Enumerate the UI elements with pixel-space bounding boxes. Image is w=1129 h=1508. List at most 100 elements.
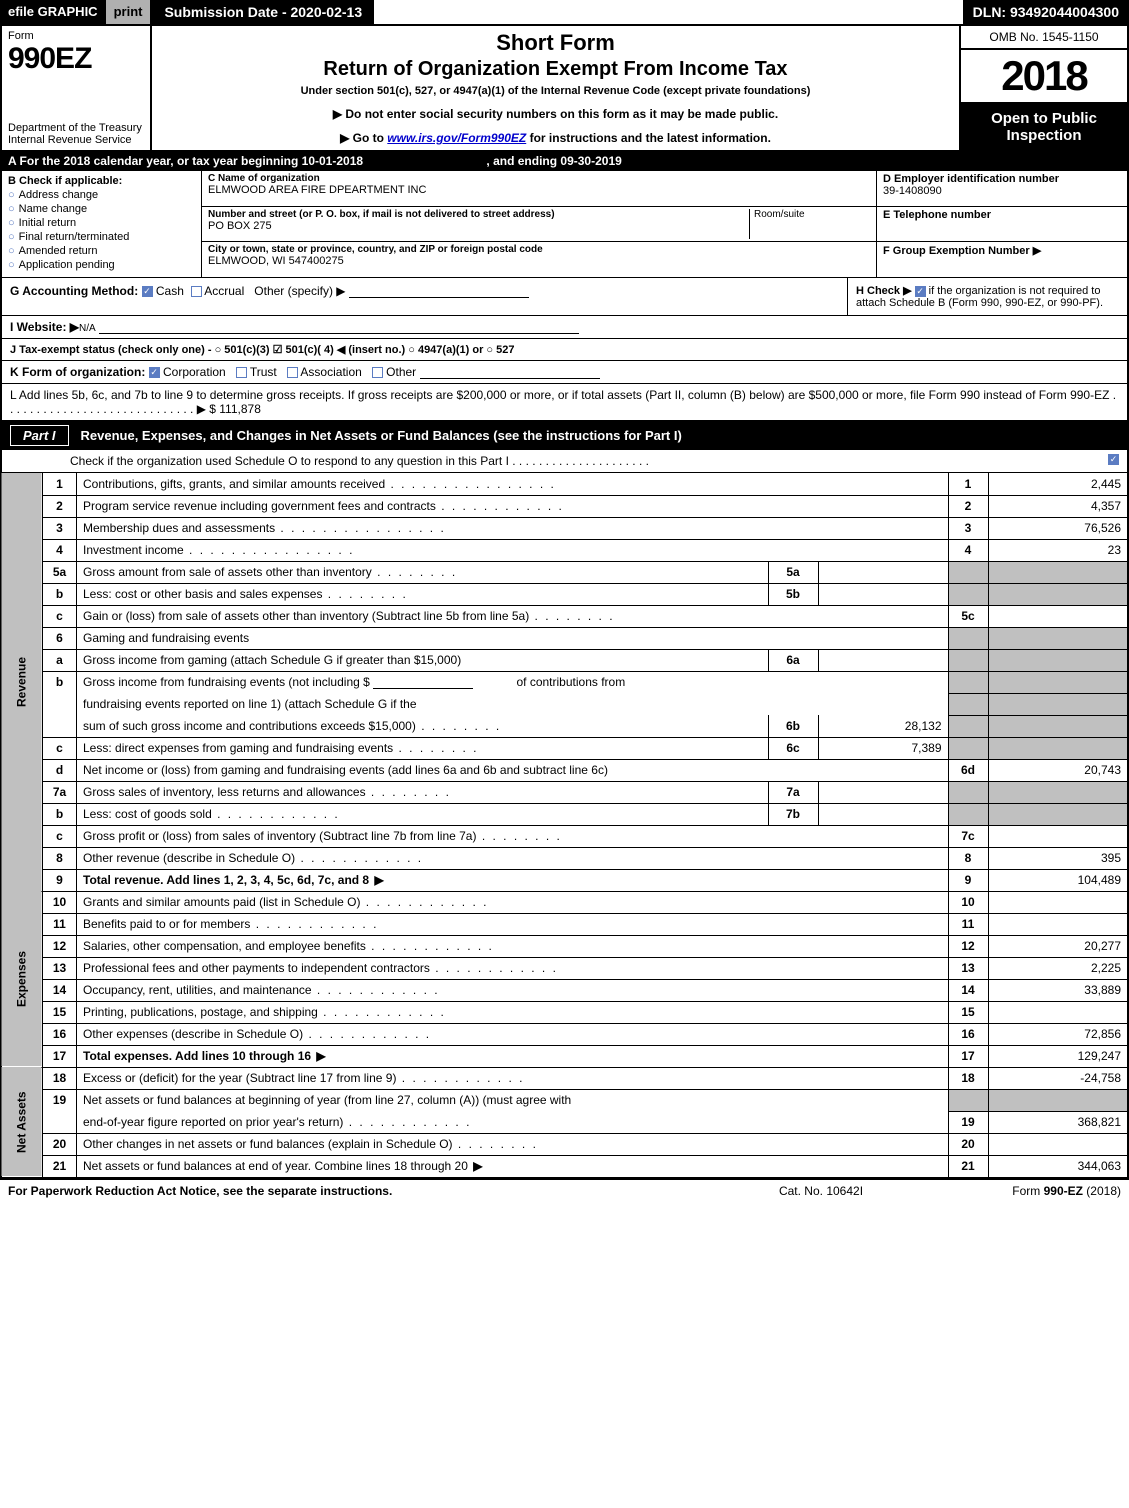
footer-left: For Paperwork Reduction Act Notice, see …	[8, 1184, 721, 1198]
org-name-label: C Name of organization	[208, 173, 870, 184]
l19-val: 368,821	[988, 1111, 1128, 1133]
line-h: H Check ▶ ✓ if the organization is not r…	[847, 278, 1127, 315]
line-19b: end-of-year figure reported on prior yea…	[1, 1111, 1128, 1133]
inspection-label: Open to Public Inspection	[961, 104, 1127, 150]
l7c-val	[988, 825, 1128, 847]
l14-desc: Occupancy, rent, utilities, and maintena…	[83, 983, 440, 997]
l6b-input[interactable]	[373, 688, 473, 689]
chk-initial-return[interactable]: Initial return	[8, 217, 195, 229]
line-16: 16 Other expenses (describe in Schedule …	[1, 1023, 1128, 1045]
k-other-input[interactable]	[420, 378, 600, 379]
k-other: Other	[386, 365, 416, 379]
l7b-sc: 7b	[768, 803, 818, 825]
chk-application-pending[interactable]: Application pending	[8, 259, 195, 271]
chk-other[interactable]	[372, 367, 383, 378]
chk-final-return[interactable]: Final return/terminated	[8, 231, 195, 243]
l2-nc: 2	[948, 495, 988, 517]
row-a-ending: , and ending 09-30-2019	[486, 154, 621, 168]
l9-val: 104,489	[988, 869, 1128, 891]
chk-h[interactable]: ✓	[915, 286, 926, 297]
chk-amended-return[interactable]: Amended return	[8, 245, 195, 257]
l6c-grey1	[948, 737, 988, 759]
l5b-sv	[818, 583, 948, 605]
chk-address-change[interactable]: Address change	[8, 189, 195, 201]
l7a-num: 7a	[43, 781, 77, 803]
org-addr-label: Number and street (or P. O. box, if mail…	[208, 209, 745, 220]
l5b-sc: 5b	[768, 583, 818, 605]
l6a-sv	[818, 649, 948, 671]
l6-grey1	[948, 627, 988, 649]
l2-num: 2	[43, 495, 77, 517]
l7b-sv	[818, 803, 948, 825]
l6d-desc: Net income or (loss) from gaming and fun…	[83, 763, 608, 777]
l8-desc: Other revenue (describe in Schedule O)	[83, 851, 423, 865]
l4-desc: Investment income	[83, 543, 354, 557]
line-18: Net Assets 18 Excess or (deficit) for th…	[1, 1067, 1128, 1089]
chk-accrual[interactable]	[191, 286, 202, 297]
chk-schedule-o[interactable]: ✓	[1108, 454, 1119, 465]
note-goto: ▶ Go to www.irs.gov/Form990EZ for instru…	[160, 131, 951, 145]
l1-num: 1	[43, 473, 77, 495]
k-trust: Trust	[250, 365, 277, 379]
l17-desc: Total expenses. Add lines 10 through 16	[83, 1049, 328, 1063]
print-button[interactable]: print	[106, 0, 153, 24]
l4-nc: 4	[948, 539, 988, 561]
l6a-num: a	[43, 649, 77, 671]
l14-num: 14	[43, 979, 77, 1001]
l3-num: 3	[43, 517, 77, 539]
tax-year: 2018	[961, 50, 1127, 104]
l13-val: 2,225	[988, 957, 1128, 979]
row-g-h: G Accounting Method: ✓ Cash Accrual Othe…	[0, 278, 1129, 316]
group-exemption-cell: F Group Exemption Number ▶	[877, 242, 1127, 277]
l6a-grey2	[988, 649, 1128, 671]
expenses-side-label: Expenses	[1, 891, 43, 1067]
chk-assoc[interactable]	[287, 367, 298, 378]
g-other-input[interactable]	[349, 297, 529, 298]
l6c-sv: 7,389	[818, 737, 948, 759]
l5b-num: b	[43, 583, 77, 605]
g-label: G Accounting Method:	[10, 284, 142, 298]
chk-corp[interactable]: ✓	[149, 367, 160, 378]
chk-name-change[interactable]: Name change	[8, 203, 195, 215]
g-cash: Cash	[156, 284, 184, 298]
l4-num: 4	[43, 539, 77, 561]
l6a-grey1	[948, 649, 988, 671]
l17-nc: 17	[948, 1045, 988, 1067]
line-5c: c Gain or (loss) from sale of assets oth…	[1, 605, 1128, 627]
l6b-desc-pre: Gross income from fundraising events (no…	[83, 675, 373, 689]
part-1-title: Revenue, Expenses, and Changes in Net As…	[81, 428, 682, 443]
header-right: OMB No. 1545-1150 2018 Open to Public In…	[961, 26, 1127, 150]
line-g: G Accounting Method: ✓ Cash Accrual Othe…	[2, 278, 847, 315]
line-21: 21 Net assets or fund balances at end of…	[1, 1155, 1128, 1177]
chk-cash[interactable]: ✓	[142, 286, 153, 297]
l1-desc: Contributions, gifts, grants, and simila…	[83, 477, 556, 491]
line-19a: 19 Net assets or fund balances at beginn…	[1, 1089, 1128, 1111]
org-city-label: City or town, state or province, country…	[208, 244, 870, 255]
l5a-grey2	[988, 561, 1128, 583]
line-6b-2: fundraising events reported on line 1) (…	[1, 693, 1128, 715]
chk-trust[interactable]	[236, 367, 247, 378]
l17-num: 17	[43, 1045, 77, 1067]
l8-nc: 8	[948, 847, 988, 869]
l11-desc: Benefits paid to or for members	[83, 917, 378, 931]
k-corp: Corporation	[163, 365, 226, 379]
l20-num: 20	[43, 1133, 77, 1155]
l13-desc: Professional fees and other payments to …	[83, 961, 558, 975]
irs-link[interactable]: www.irs.gov/Form990EZ	[387, 131, 526, 145]
form-code: 990EZ	[8, 42, 144, 76]
l6b-grey1a	[948, 671, 988, 693]
l3-val: 76,526	[988, 517, 1128, 539]
part-1-sub: Check if the organization used Schedule …	[10, 454, 1108, 468]
org-addr-cell: Number and street (or P. O. box, if mail…	[202, 207, 876, 243]
l19-desc2: end-of-year figure reported on prior yea…	[83, 1115, 471, 1129]
l20-val	[988, 1133, 1128, 1155]
line-12: 12 Salaries, other compensation, and emp…	[1, 935, 1128, 957]
room-suite-label: Room/suite	[750, 209, 870, 240]
l7a-desc: Gross sales of inventory, less returns a…	[83, 785, 451, 799]
l19-desc: Net assets or fund balances at beginning…	[83, 1093, 571, 1107]
l21-nc: 21	[948, 1155, 988, 1177]
lines-table: Revenue 1 Contributions, gifts, grants, …	[0, 473, 1129, 1178]
k-assoc: Association	[300, 365, 361, 379]
line-15: 15 Printing, publications, postage, and …	[1, 1001, 1128, 1023]
l16-val: 72,856	[988, 1023, 1128, 1045]
